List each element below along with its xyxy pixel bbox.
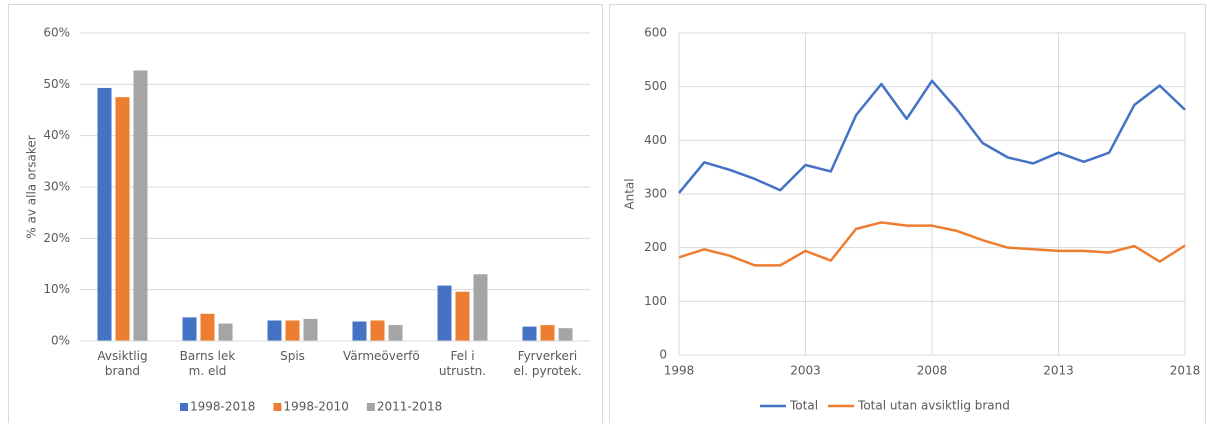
x-tick-label: 2008	[917, 364, 948, 378]
y-tick-label: 600	[644, 26, 667, 40]
y-tick-label: 0	[659, 348, 667, 362]
y-tick-label: 50%	[43, 77, 70, 91]
x-tick-label: Avsiktlig brand	[97, 349, 148, 378]
y-tick-label: 500	[644, 79, 667, 93]
bar	[455, 291, 470, 341]
x-tick-label: Spis	[280, 349, 305, 363]
bar	[218, 323, 233, 341]
x-tick-label: 2013	[1043, 364, 1074, 378]
panel-border	[609, 4, 1206, 427]
bar	[115, 97, 130, 342]
x-tick-label: Fel i utrustn.	[438, 349, 487, 378]
x-tick-label: 1998	[664, 364, 695, 378]
legend-label: 1998-2010	[283, 400, 348, 414]
x-tick-label-box: Värmeöverfö.	[343, 349, 420, 363]
bar	[352, 321, 367, 341]
legend-label: Total	[789, 399, 818, 413]
bar	[522, 326, 537, 341]
y-tick-label: 400	[644, 133, 667, 147]
legend-swatch	[273, 403, 282, 411]
panel-border	[8, 4, 603, 427]
x-tick-label-box: Fyrverkeri el. pyrotek.	[513, 349, 582, 378]
legend-swatch	[180, 403, 188, 411]
line-series	[678, 79, 1186, 194]
y-tick-label: 30%	[43, 180, 70, 194]
x-tick-label: Fyrverkeri el. pyrotek.	[513, 349, 582, 378]
x-tick-label-box: Fel i utrustn.	[438, 349, 487, 378]
x-tick-label-box: Spis	[280, 349, 305, 363]
bar	[370, 320, 385, 341]
y-axis-label: % av alla orsaker	[25, 135, 39, 238]
y-tick-label: 200	[644, 240, 667, 254]
bar	[303, 318, 318, 341]
bar	[558, 328, 573, 341]
y-tick-label: 20%	[43, 231, 70, 245]
legend-label: 1998-2018	[190, 400, 255, 414]
x-tick-label-box: Avsiktlig brand	[97, 349, 148, 378]
y-tick-label: 60%	[43, 26, 70, 40]
bar	[133, 70, 148, 342]
x-tick-label-box: Barns lek m. eld	[179, 349, 236, 378]
x-tick-label: Värmeöverfö.	[343, 349, 420, 363]
legend-swatch	[366, 403, 375, 411]
bar	[540, 325, 555, 341]
bar	[97, 87, 112, 341]
y-axis-label: Antal	[623, 178, 637, 209]
y-tick-label: 40%	[43, 128, 70, 142]
y-tick-label: 300	[644, 187, 667, 201]
line-series	[678, 221, 1186, 267]
bar	[388, 325, 403, 341]
bar	[182, 317, 197, 341]
bar	[267, 320, 282, 341]
y-tick-label: 10%	[43, 282, 70, 296]
bar	[200, 313, 215, 341]
x-tick-label: Barns lek m. eld	[179, 349, 236, 378]
legend-label: Total utan avsiktlig brand	[857, 399, 1010, 413]
y-tick-label: 100	[644, 294, 667, 308]
bar	[437, 285, 452, 341]
bar	[285, 320, 300, 341]
y-tick-label: 0%	[51, 334, 70, 348]
legend-label: 2011-2018	[377, 400, 442, 414]
x-tick-label: 2018	[1170, 364, 1201, 378]
x-tick-label: 2003	[790, 364, 821, 378]
bar	[473, 274, 488, 341]
